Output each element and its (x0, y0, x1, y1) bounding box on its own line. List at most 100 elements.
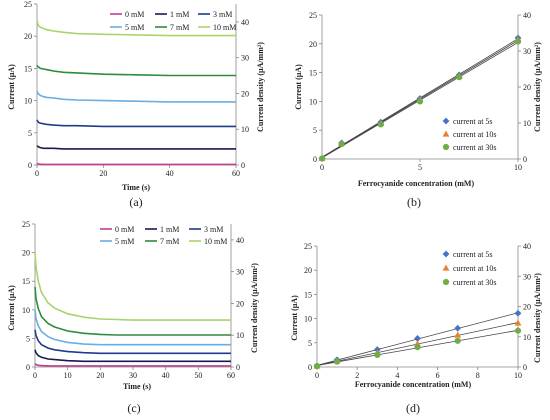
panel-c: Current (μA) Current density (μA/mm²) Ti… (7, 220, 259, 415)
panel-b-ylabel: Current (μA) (294, 64, 303, 110)
panel-c-label: (c) (127, 401, 140, 415)
y2-tick-label: 20 (523, 303, 531, 312)
legend-label: current at 5s (453, 117, 493, 126)
legend-marker (442, 117, 450, 125)
y2-tick-label: 40 (523, 11, 531, 20)
legend-label: current at 10s (453, 130, 497, 139)
legend-label: 0 mM (115, 225, 134, 234)
y-tick-label: 10 (304, 315, 312, 324)
data-point (514, 327, 522, 334)
y-tick-label: 20 (22, 249, 30, 258)
data-point (514, 38, 522, 45)
y2-tick-label: 0 (236, 363, 240, 372)
y-tick-label: 15 (24, 64, 32, 73)
x-tick-label: 50 (194, 371, 202, 380)
legend-label: 1 mM (160, 225, 179, 234)
y2-tick-label: 0 (241, 161, 245, 170)
data-point (514, 319, 522, 326)
y-tick-label: 25 (309, 11, 317, 20)
y-tick-label: 5 (26, 334, 30, 343)
panel-a-ylabel: Current (μA) (7, 64, 16, 110)
series-line (34, 286, 231, 336)
x-tick-label: 10 (514, 371, 522, 380)
y-tick-label: 25 (22, 220, 30, 229)
panel-a-y2label: Current density (μA/mm²) (256, 42, 265, 132)
y2-tick-label: 40 (523, 242, 531, 251)
data-point (416, 98, 424, 105)
series-line (34, 309, 231, 346)
panel-a-label: (a) (129, 195, 142, 209)
x-tick-label: 8 (476, 371, 480, 380)
data-point (414, 335, 421, 342)
x-tick-label: 0 (320, 163, 324, 172)
y2-tick-label: 40 (241, 18, 249, 27)
y-tick-label: 0 (26, 363, 30, 372)
legend-label: current at 30s (453, 278, 497, 287)
legend-marker (442, 130, 450, 137)
panel-b-y2label: Current density (μA/mm²) (533, 42, 542, 132)
legend-label: 5 mM (125, 23, 144, 32)
legend-marker (442, 143, 450, 151)
y-tick-label: 5 (308, 339, 312, 348)
x-tick-label: 30 (129, 371, 137, 380)
x-tick-label: 60 (232, 169, 240, 178)
x-tick-label: 10 (514, 163, 522, 172)
legend-label: current at 5s (453, 250, 493, 259)
series-line (36, 19, 236, 37)
y-tick-label: 0 (313, 155, 317, 164)
data-point (514, 309, 522, 317)
y-tick-label: 15 (304, 290, 312, 299)
y2-tick-label: 30 (241, 54, 249, 63)
series-line (34, 252, 231, 321)
x-tick-label: 10 (64, 371, 72, 380)
legend-label: 1 mM (170, 10, 189, 19)
y2-tick-label: 40 (236, 236, 244, 245)
series-line (36, 162, 236, 166)
x-tick-label: 0 (33, 371, 37, 380)
data-point (377, 121, 384, 128)
y-tick-label: 10 (24, 97, 32, 106)
panel-a-xlabel: Time (s) (122, 183, 150, 192)
x-tick-label: 40 (166, 169, 174, 178)
panel-a: Current (μA) Current density (μA/mm²) Ti… (7, 0, 265, 209)
y-tick-label: 10 (22, 306, 30, 315)
y2-tick-label: 30 (236, 268, 244, 277)
data-point (414, 344, 421, 351)
legend-marker (442, 250, 450, 258)
series-line (36, 64, 236, 77)
legend-label: 3 mM (213, 10, 232, 19)
x-tick-label: 5 (418, 163, 422, 172)
panel-d-label: (d) (406, 401, 420, 415)
legend-label: 7 mM (170, 23, 189, 32)
panel-b: Current (μA) Current density (μA/mm²) Fe… (294, 11, 542, 209)
y2-tick-label: 20 (236, 299, 244, 308)
y-tick-label: 10 (309, 97, 317, 106)
y2-tick-label: 30 (523, 272, 531, 281)
series-line (36, 90, 236, 103)
y-tick-label: 5 (313, 126, 317, 135)
panel-c-y2label: Current density (μA/mm²) (250, 263, 259, 353)
legend-marker (442, 278, 450, 286)
data-point (318, 155, 326, 162)
x-tick-label: 60 (227, 371, 235, 380)
x-tick-label: 0 (315, 371, 319, 380)
data-point (454, 337, 461, 344)
y-tick-label: 25 (24, 0, 32, 9)
data-point (456, 74, 463, 81)
y2-tick-label: 20 (241, 89, 249, 98)
legend-label: 10 mM (213, 23, 236, 32)
x-tick-label: 4 (395, 371, 399, 380)
legend-label: 3 mM (204, 225, 223, 234)
panel-d-xlabel: Ferrocyanide concentration (mM) (355, 380, 472, 389)
legend-label: current at 30s (453, 143, 497, 152)
y2-tick-label: 0 (523, 363, 527, 372)
data-point (338, 140, 345, 148)
legend-label: 7 mM (160, 237, 179, 246)
y-tick-label: 20 (304, 266, 312, 275)
series-line (34, 329, 231, 355)
x-tick-label: 20 (99, 169, 107, 178)
series-line (36, 145, 236, 150)
series-line (34, 363, 231, 367)
y-tick-label: 15 (309, 69, 317, 78)
legend-marker (442, 264, 450, 271)
